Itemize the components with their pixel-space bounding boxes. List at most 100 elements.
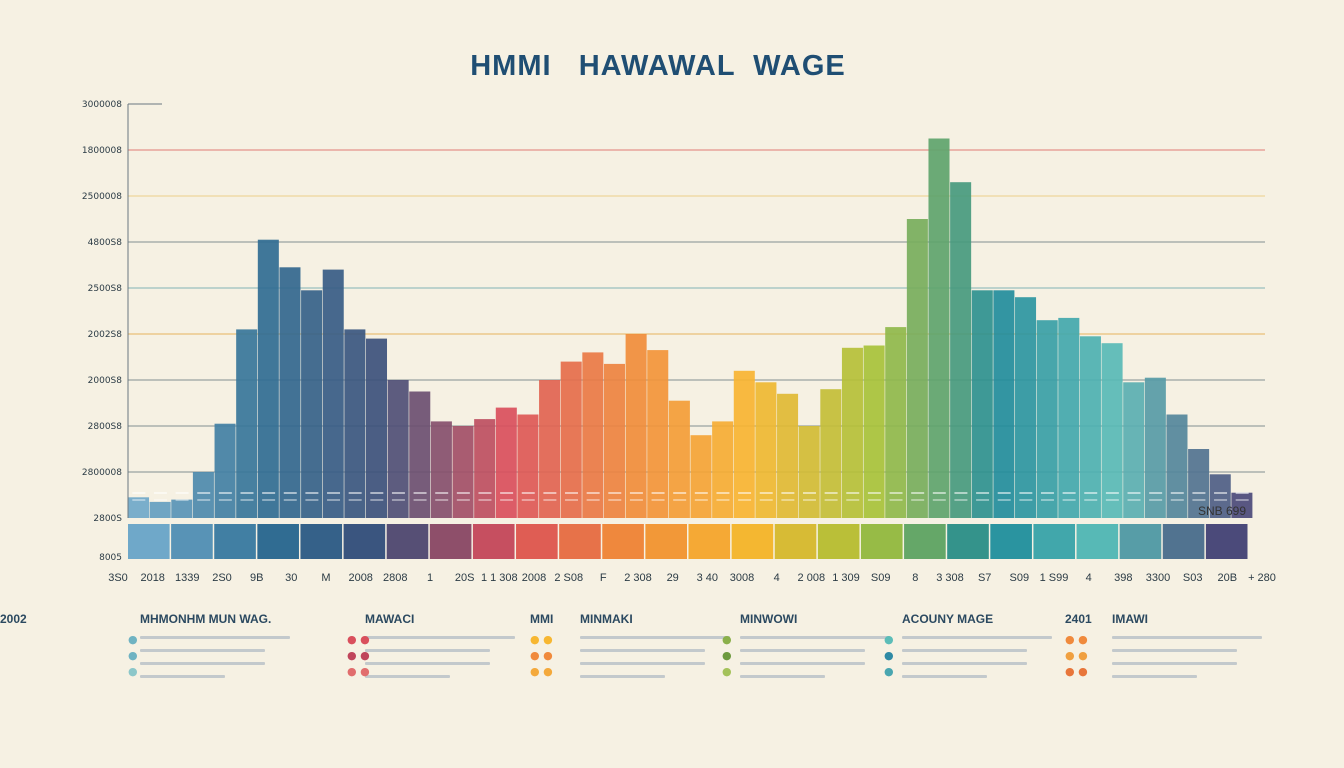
legend-dot-icon: ● ● <box>1065 649 1088 662</box>
y-tick-label: 2800S8 <box>88 422 123 432</box>
bar <box>1058 317 1080 518</box>
legend-icon-group: ● ● ● <box>722 632 732 680</box>
bar-marker <box>976 499 990 501</box>
bar <box>755 382 777 518</box>
x-tick-label: S09 <box>871 572 891 584</box>
bar-marker <box>586 492 600 494</box>
bar-marker <box>543 492 557 494</box>
bar-marker <box>1105 499 1119 501</box>
legend-text-line <box>1112 636 1262 639</box>
bar <box>841 347 863 518</box>
legend-text-line <box>902 649 1027 652</box>
timeline-segment <box>343 524 386 559</box>
bar-marker <box>1127 492 1141 494</box>
x-tick-label: 2 S08 <box>554 572 583 584</box>
bar <box>192 472 214 518</box>
bar-marker <box>997 492 1011 494</box>
bar-marker <box>327 492 341 494</box>
legend-dot-icon: ● <box>722 665 732 678</box>
bar-marker <box>1127 499 1141 501</box>
bar-marker <box>586 499 600 501</box>
legend-icon-group: ● ● ● ● ● ● <box>530 632 553 680</box>
bar-marker <box>608 499 622 501</box>
timeline-segment <box>128 524 170 559</box>
legend-dot-icon: ● <box>884 649 894 662</box>
timeline-segment <box>1205 524 1248 559</box>
legend-text-line <box>580 662 705 665</box>
y-tick-label: 2800008 <box>82 468 122 478</box>
timeline-segment <box>559 524 601 559</box>
bar-marker <box>1170 492 1184 494</box>
legend-text-line <box>140 649 265 652</box>
bar-marker <box>175 492 189 494</box>
bar-marker <box>867 492 881 494</box>
x-tick-label: F <box>600 572 607 584</box>
timeline-segment <box>1162 524 1205 559</box>
bar <box>517 414 539 518</box>
bar <box>322 269 344 518</box>
bar-marker <box>370 492 384 494</box>
y-tick-label: 3000008 <box>82 100 122 110</box>
bar-marker <box>1019 499 1033 501</box>
timeline-segment <box>516 524 558 559</box>
legend-text-line <box>140 662 265 665</box>
x-tick-label: 20B <box>1218 572 1238 584</box>
bar-marker <box>305 499 319 501</box>
legend-text-line <box>902 636 1052 639</box>
bar-marker <box>651 492 665 494</box>
legend-block: ACOUNY MAGE <box>902 612 1052 678</box>
bar-marker <box>629 492 643 494</box>
x-tick-label: 398 <box>1114 572 1132 584</box>
bar-marker <box>500 499 514 501</box>
x-tick-label: 4 <box>1086 572 1092 584</box>
bar-marker <box>932 499 946 501</box>
bar-marker <box>889 492 903 494</box>
legend-block: IMAWI <box>1112 612 1262 678</box>
timeline-segment <box>947 524 989 559</box>
bar <box>1231 492 1253 518</box>
bar-marker <box>1214 492 1228 494</box>
bar-marker <box>456 499 470 501</box>
bar-marker <box>391 492 405 494</box>
timeline-segment <box>990 524 1032 559</box>
x-tick-label: 2008 <box>348 572 372 584</box>
bar-marker <box>911 499 925 501</box>
bar <box>668 400 690 518</box>
timeline-segment <box>1119 524 1162 559</box>
bar-marker <box>435 499 449 501</box>
bar-marker <box>824 499 838 501</box>
bar-marker <box>911 492 925 494</box>
bar <box>863 345 885 518</box>
legend-dot-icon: ● <box>128 665 138 678</box>
legend-text-line <box>902 662 1027 665</box>
bar-marker <box>824 492 838 494</box>
bar-marker <box>997 499 1011 501</box>
timeline-segment <box>731 524 774 559</box>
bar-marker <box>153 499 167 501</box>
legend-text-line <box>740 662 865 665</box>
bar-marker <box>218 499 232 501</box>
legend-dot-icon: ● ● <box>530 665 553 678</box>
legend-title: IMAWI <box>1112 612 1148 626</box>
bar-marker <box>305 492 319 494</box>
bar-marker <box>716 492 730 494</box>
legend-text-line <box>365 675 450 678</box>
bar <box>950 182 972 518</box>
bar-marker <box>1040 492 1054 494</box>
bar <box>625 334 647 518</box>
bar-marker <box>240 492 254 494</box>
bar-marker <box>781 492 795 494</box>
bar-marker <box>132 499 146 501</box>
legend-dot-icon: ● <box>128 633 138 646</box>
y-tick-label: 2000S8 <box>88 376 123 386</box>
legend-title: MAWACI <box>365 612 415 626</box>
bar-marker <box>781 499 795 501</box>
legend-text-line <box>740 675 825 678</box>
y-tick-label: 2800S <box>93 514 122 524</box>
bar <box>971 290 993 518</box>
timeline-segment <box>300 524 343 559</box>
bar-marker <box>694 492 708 494</box>
legend-title: MINMAKI <box>580 612 633 626</box>
bar <box>1123 382 1145 518</box>
bar-marker <box>175 499 189 501</box>
